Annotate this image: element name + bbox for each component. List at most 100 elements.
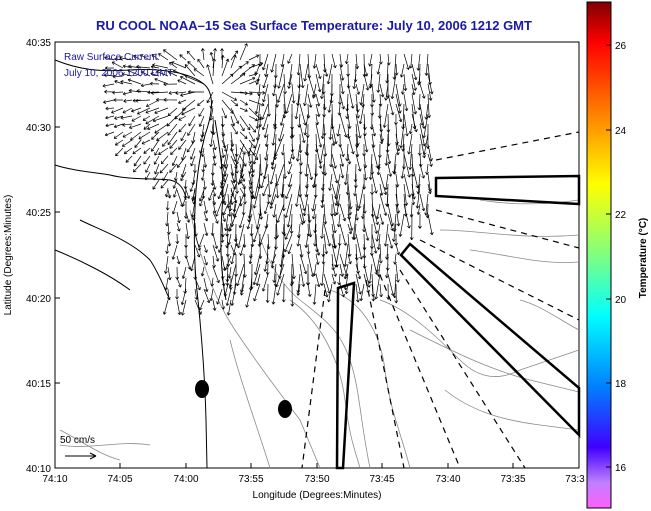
- current-vector: [379, 83, 385, 98]
- current-vector: [154, 163, 160, 175]
- current-vector: [221, 58, 230, 77]
- current-vector: [371, 283, 376, 302]
- current-vector: [153, 155, 160, 165]
- current-vector: [263, 123, 269, 139]
- current-vector: [176, 222, 181, 232]
- current-vector: [169, 139, 178, 149]
- current-vector: [160, 155, 169, 165]
- current-vector: [371, 233, 378, 254]
- current-vector: [416, 203, 421, 215]
- current-vector: [323, 223, 332, 247]
- current-vector: [263, 203, 269, 215]
- current-vector: [187, 90, 205, 94]
- current-vector: [379, 213, 385, 225]
- current-vector: [379, 283, 384, 298]
- current-vector: [104, 56, 115, 61]
- current-vector: [145, 107, 160, 114]
- current-vector: [253, 173, 261, 200]
- current-vector: [375, 253, 381, 273]
- precaution-lines: [301, 131, 580, 469]
- current-vector: [228, 200, 233, 212]
- current-vector: [347, 223, 353, 235]
- current-vector: [103, 99, 115, 104]
- current-vector: [375, 223, 381, 242]
- current-vector: [355, 283, 360, 303]
- current-vector: [254, 63, 261, 75]
- current-vector: [230, 189, 238, 204]
- current-vector: [188, 115, 196, 127]
- current-vector: [151, 54, 160, 61]
- current-vector: [212, 233, 219, 249]
- current-vector: [123, 99, 133, 103]
- current-vector: [363, 263, 371, 288]
- current-vector: [200, 147, 205, 157]
- x-tick-label: 74:05: [107, 474, 132, 485]
- current-vector: [311, 203, 317, 220]
- current-vector: [154, 147, 160, 156]
- current-vector: [139, 54, 151, 61]
- colorbar-ticks: [606, 44, 611, 468]
- current-vector: [178, 99, 187, 105]
- current-vector: [187, 61, 196, 69]
- x-tick-label: 73:40: [435, 474, 460, 485]
- current-vector: [323, 63, 329, 77]
- current-vector: [238, 213, 245, 229]
- current-vector: [102, 83, 115, 88]
- current-vector: [339, 113, 348, 138]
- current-vector: [190, 155, 196, 167]
- current-vector: [184, 64, 196, 77]
- current-vector: [262, 183, 269, 197]
- current-vector: [143, 123, 151, 130]
- current-vector: [328, 113, 333, 140]
- current-vector: [304, 153, 309, 177]
- current-vector: [403, 73, 408, 92]
- current-vector: [261, 113, 269, 131]
- current-vector: [328, 173, 333, 191]
- current-vector: [198, 233, 205, 248]
- shipping-lane-south: [335, 281, 356, 470]
- current-vector: [323, 203, 328, 225]
- current-vector: [212, 179, 217, 190]
- current-vector: [176, 189, 184, 207]
- current-vector: [133, 155, 142, 167]
- current-vector: [276, 273, 285, 296]
- current-vector: [248, 155, 253, 165]
- current-vector: [331, 133, 336, 146]
- current-vector: [190, 200, 196, 218]
- current-vector: [254, 93, 261, 115]
- current-vector: [135, 98, 151, 103]
- x-tick-label: 73:3: [565, 474, 585, 485]
- current-vector: [248, 163, 253, 175]
- buoy-marker: [195, 380, 209, 398]
- current-vector: [363, 133, 369, 153]
- current-vector: [400, 83, 405, 95]
- current-vector: [167, 107, 178, 117]
- current-vector: [168, 71, 178, 77]
- current-vector: [235, 143, 245, 165]
- current-vector: [209, 107, 214, 121]
- current-vector: [230, 244, 237, 256]
- current-vector: [419, 83, 426, 99]
- current-vector: [158, 147, 169, 155]
- current-vector: [339, 73, 345, 95]
- current-vector: [150, 72, 160, 77]
- current-vector: [391, 223, 397, 242]
- current-vector: [384, 83, 389, 101]
- current-vector: [331, 153, 337, 169]
- current-vector: [281, 143, 285, 156]
- current-vector: [105, 106, 115, 111]
- colorbar-tick-label: 18: [615, 379, 627, 390]
- current-vector: [171, 61, 187, 69]
- current-vector: [339, 223, 348, 246]
- current-vector: [136, 89, 151, 93]
- current-vector: [121, 139, 133, 147]
- current-vector: [175, 91, 187, 95]
- current-vector: [150, 91, 169, 95]
- current-vector: [178, 123, 187, 133]
- current-vector: [271, 123, 277, 146]
- current-vector: [265, 283, 270, 303]
- current-vector: [162, 171, 169, 182]
- colorbar-tick-label: 20: [615, 295, 627, 306]
- current-vector: [343, 263, 349, 280]
- current-vector: [384, 143, 389, 166]
